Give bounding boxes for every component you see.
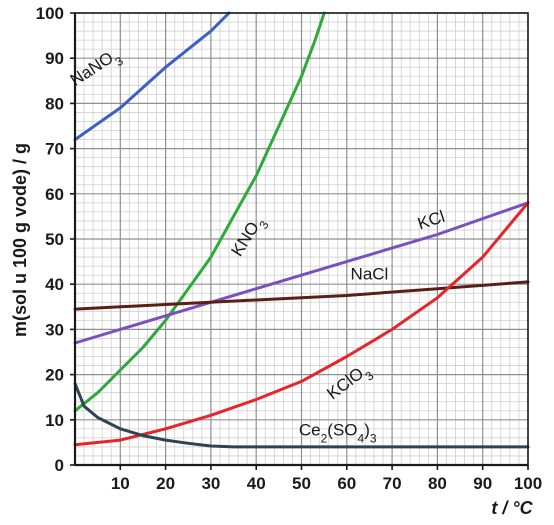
y-tick-labels: 0 10 20 30 40 50 60 70 80 90 100 <box>36 4 64 475</box>
x-tick-label: 80 <box>428 474 447 493</box>
x-tick-label: 50 <box>292 474 311 493</box>
x-axis-title: t / °C <box>491 498 533 518</box>
y-axis-title: m(sol u 100 g vode) / g <box>10 143 30 337</box>
y-tick-label: 40 <box>45 275 64 294</box>
x-tick-label: 20 <box>156 474 175 493</box>
y-tick-label: 20 <box>45 366 64 385</box>
x-tick-label: 60 <box>337 474 356 493</box>
x-tick-label: 70 <box>383 474 402 493</box>
y-tick-label: 90 <box>45 49 64 68</box>
y-tick-label: 10 <box>45 411 64 430</box>
y-tick-label: 50 <box>45 230 64 249</box>
series-line-kclo3 <box>73 201 530 447</box>
y-tick-label: 0 <box>55 456 64 475</box>
x-tick-labels: 10 20 30 40 50 60 70 80 90 100 <box>111 474 542 493</box>
x-tick-label: 10 <box>111 474 130 493</box>
x-tick-label: 100 <box>514 474 542 493</box>
y-tick-label: 80 <box>45 94 64 113</box>
curve-label-nacl: NaCl <box>351 265 389 284</box>
series-line-ce2-so4-3 <box>73 382 530 449</box>
series-line-kno3 <box>73 11 326 413</box>
series-lines <box>73 11 530 449</box>
x-tick-label: 30 <box>201 474 220 493</box>
axes <box>70 12 529 470</box>
y-tick-label: 70 <box>45 140 64 159</box>
curve-label-ce2-so4-3: Ce2(SO4)3 <box>299 421 377 446</box>
y-tick-label: 60 <box>45 185 64 204</box>
x-tick-label: 90 <box>473 474 492 493</box>
series-line-kcl <box>73 201 530 345</box>
y-tick-label: 100 <box>36 4 64 23</box>
series-line-nano3 <box>73 11 231 142</box>
series-line-nacl <box>73 280 530 311</box>
y-tick-label: 30 <box>45 320 64 339</box>
x-tick-label: 40 <box>247 474 266 493</box>
